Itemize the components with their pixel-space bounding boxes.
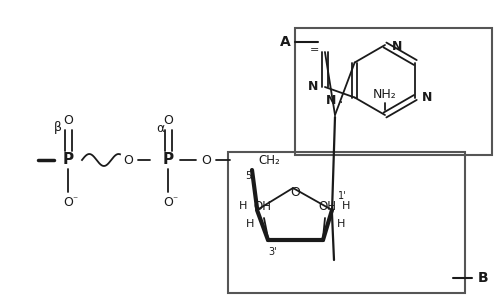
Text: ⁻: ⁻ bbox=[172, 195, 178, 205]
Text: B: B bbox=[478, 271, 488, 285]
Text: =: = bbox=[310, 45, 320, 55]
Text: OH: OH bbox=[253, 200, 271, 212]
Text: H: H bbox=[337, 219, 345, 229]
Text: 1': 1' bbox=[338, 191, 346, 201]
Text: NH₂: NH₂ bbox=[373, 88, 397, 101]
Text: β: β bbox=[54, 122, 62, 134]
Text: N: N bbox=[392, 40, 402, 53]
Text: O: O bbox=[123, 154, 133, 166]
Text: H: H bbox=[239, 201, 247, 211]
Text: ⁻: ⁻ bbox=[72, 195, 78, 205]
Bar bbox=[295, 28, 492, 155]
Text: P: P bbox=[62, 152, 74, 167]
Bar bbox=[228, 152, 465, 293]
Text: O: O bbox=[163, 115, 173, 128]
Text: H: H bbox=[246, 219, 254, 229]
Text: CH₂: CH₂ bbox=[258, 154, 280, 166]
Text: O: O bbox=[290, 187, 300, 200]
Text: H: H bbox=[342, 201, 350, 211]
Text: P: P bbox=[162, 152, 173, 167]
Text: O: O bbox=[201, 154, 211, 166]
Text: 3': 3' bbox=[268, 247, 278, 257]
Text: ·: · bbox=[339, 96, 343, 110]
Text: 5': 5' bbox=[246, 171, 254, 181]
Text: OH: OH bbox=[318, 200, 336, 212]
Text: N: N bbox=[422, 91, 432, 104]
Text: O: O bbox=[63, 196, 73, 208]
Text: O: O bbox=[163, 196, 173, 208]
Text: N: N bbox=[308, 80, 318, 94]
Text: A: A bbox=[280, 35, 290, 49]
Text: N: N bbox=[326, 94, 336, 107]
Text: O: O bbox=[63, 115, 73, 128]
Text: α: α bbox=[156, 122, 164, 134]
